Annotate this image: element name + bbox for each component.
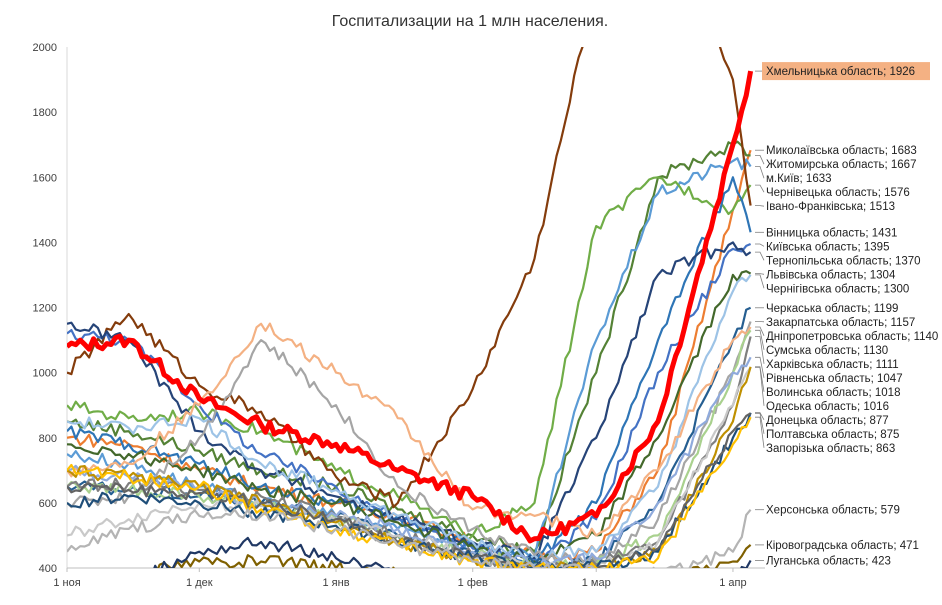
x-axis: 1 ноя 1 дек 1 янв 1 фев 1 мар 1 апр (53, 568, 765, 589)
series-label: Київська область; 1395 (766, 241, 889, 253)
series-line (67, 71, 751, 541)
series-label: Одеська область; 1016 (766, 401, 889, 413)
y-tick-label: 400 (39, 563, 57, 575)
series-label: Волинська область; 1018 (766, 387, 900, 399)
series-label: Дніпропетровська область; 1140 (766, 331, 938, 343)
label-leader-line (755, 337, 764, 364)
series-label: Закарпатська область; 1157 (766, 317, 915, 329)
y-tick-label: 1400 (33, 237, 57, 249)
x-tick-label: 1 фев (458, 577, 488, 589)
series-label: Черкаська область; 1199 (766, 303, 898, 315)
x-tick-label: 1 ноя (53, 577, 80, 589)
series-label: Львівська область; 1304 (766, 269, 896, 281)
label-leader-line (755, 413, 764, 420)
series-label: Чернігівська область; 1300 (766, 283, 909, 295)
y-tick-label: 1800 (33, 107, 57, 119)
series-label: Вінницька область; 1431 (766, 227, 897, 239)
series-label: Полтавська область; 875 (766, 429, 899, 441)
label-leader-line (755, 252, 764, 260)
y-tick-label: 1000 (33, 368, 57, 380)
x-tick-label: 1 мар (582, 577, 611, 589)
y-tick-label: 800 (39, 433, 57, 445)
x-tick-label: 1 дек (186, 577, 213, 589)
x-tick-label: 1 янв (322, 577, 349, 589)
series-line (67, 177, 751, 563)
label-leader-line (755, 167, 764, 179)
series-label: Рівненська область; 1047 (766, 373, 903, 385)
series-label: Запорізька область; 863 (766, 443, 895, 455)
series-label: Житомирська область; 1667 (766, 159, 916, 171)
y-tick-label: 600 (39, 498, 57, 510)
label-leader-line (755, 155, 764, 164)
label-leader-line (755, 185, 764, 192)
label-leader-line (755, 275, 764, 288)
y-tick-label: 2000 (33, 42, 57, 54)
series-label: Донецька область; 877 (766, 415, 889, 427)
y-tick-label: 1200 (33, 303, 57, 315)
x-tick-label: 1 апр (719, 577, 746, 589)
series-label: Івано-Франківська; 1513 (766, 201, 895, 213)
series-label: Тернопільська область; 1370 (766, 255, 921, 267)
series-label: Сумська область; 1130 (766, 345, 888, 357)
y-axis: 400 600 800 1000 1200 1400 1600 1800 2000 (33, 42, 67, 575)
label-leader-line (755, 327, 764, 336)
series-lines (67, 0, 751, 600)
y-tick-label: 1600 (33, 172, 57, 184)
series-label: Миколаївська область; 1683 (766, 145, 917, 157)
series-label: Чернівецька область; 1576 (766, 187, 910, 199)
label-leader-line (755, 367, 764, 405)
series-labels: Хмельницька область; 1926 Миколаївська об… (762, 62, 938, 567)
series-label: Хмельницька область; 1926 (766, 66, 915, 78)
label-leader-line (755, 417, 764, 448)
series-label: м.Київ; 1633 (766, 173, 832, 185)
series-label: Луганська область; 423 (766, 556, 891, 568)
label-leader-line (755, 413, 764, 434)
series-label: Кіровоградська область; 471 (766, 540, 919, 552)
series-label: Харківська область; 1111 (766, 359, 899, 371)
series-line (67, 324, 751, 538)
label-leader-line (755, 244, 764, 246)
series-label: Херсонська область; 579 (766, 505, 900, 517)
label-leader-line (755, 206, 764, 207)
series-line (67, 545, 751, 589)
label-leader-line (755, 274, 764, 275)
chart-title: Госпитализации на 1 млн населения. (332, 13, 609, 30)
label-leader-lines (755, 71, 764, 560)
